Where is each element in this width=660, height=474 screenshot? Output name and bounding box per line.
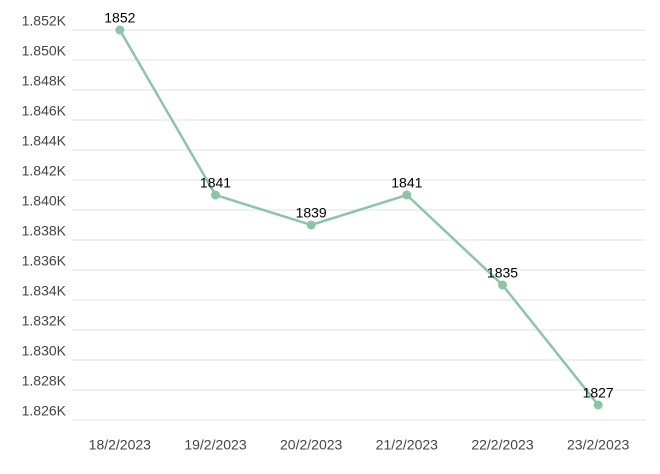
value-label: 1827 [583,385,614,401]
value-label: 1839 [296,205,327,221]
line [118,29,600,406]
value-label: 1852 [104,10,135,26]
y-tick-label: 1.846K [22,103,67,119]
y-tick-label: 1.830K [22,343,67,359]
x-tick-label: 23/2/2023 [567,437,629,453]
point [593,400,603,410]
point [211,190,220,200]
point [115,25,125,35]
y-tick-label: 1.838K [22,223,67,239]
value-label: 1835 [487,265,518,281]
y-tick-label: 1.828K [22,373,67,389]
y-tick-label: 1.848K [22,73,67,89]
y-tick-label: 1.836K [22,253,67,269]
point [498,280,507,290]
y-tick-label: 1.852K [22,13,67,29]
point [306,220,316,230]
y-tick-label: 1.844K [22,133,67,149]
y-tick-label: 1.834K [22,283,67,299]
y-tick-label: 1.840K [22,193,67,209]
x-tick-label: 21/2/2023 [376,437,438,453]
y-tick-label: 1.826K [22,403,67,419]
x-tick-label: 19/2/2023 [184,437,246,453]
x-tick-label: 22/2/2023 [471,437,533,453]
x-tick-label: 18/2/2023 [89,437,151,453]
y-tick-label: 1.832K [22,313,67,329]
y-tick-label: 1.842K [22,163,67,179]
x-tick-label: 20/2/2023 [280,437,342,453]
value-label: 1841 [200,175,231,191]
point [402,190,412,200]
y-tick-label: 1.850K [22,43,67,59]
value-label: 1841 [391,175,422,191]
